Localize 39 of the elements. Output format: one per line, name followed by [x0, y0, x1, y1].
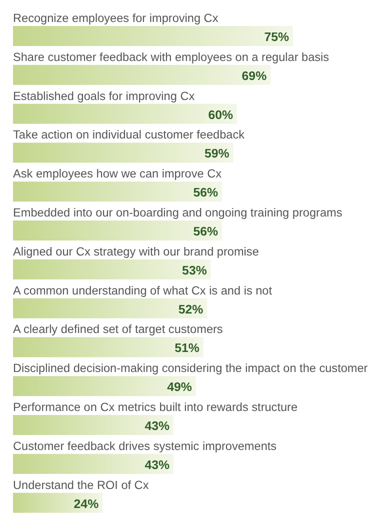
data-label: 24% — [74, 496, 99, 511]
data-label: 52% — [178, 302, 204, 316]
data-label: 43% — [144, 419, 170, 433]
bar — [13, 415, 174, 435]
bar — [13, 259, 211, 280]
data-label: 43% — [144, 458, 170, 472]
data-label: 75% — [264, 30, 289, 44]
bar — [13, 104, 237, 124]
y-tick-label: Take action on individual customer feedback — [13, 128, 245, 142]
y-tick-label: Disciplined decision-making considering the impact on the customer — [13, 361, 368, 376]
bar — [13, 492, 103, 513]
y-tick-label: Recognize employees for improving Cx — [13, 11, 218, 25]
y-tick-label: Ask employees how we can improve Cx — [13, 166, 222, 181]
bar — [13, 64, 271, 85]
data-label: 69% — [242, 68, 267, 83]
data-label: 56% — [193, 224, 218, 238]
data-label: 53% — [182, 263, 207, 278]
bar — [13, 182, 222, 202]
bar — [13, 298, 208, 318]
bar — [13, 220, 222, 240]
y-tick-label: A clearly defined set of target customers — [13, 322, 223, 336]
y-tick-label: A common understanding of what Cx is and is not — [13, 283, 273, 298]
data-label: 59% — [204, 146, 230, 161]
bar — [13, 142, 234, 163]
y-tick-label: Share customer feedback with employees on a regular basis — [13, 50, 330, 64]
y-tick-label: Embedded into our on-boarding and ongoing training programs — [13, 206, 342, 220]
y-tick-label: Aligned our Cx strategy with our brand promise — [13, 244, 260, 258]
bar — [13, 26, 293, 46]
data-label: 56% — [193, 186, 218, 200]
y-tick-label: Understand the ROI of Cx — [13, 478, 149, 492]
y-tick-label: Performance on Cx metrics built into rewards structure — [13, 400, 298, 414]
bar — [13, 454, 174, 474]
y-tick-label: Customer feedback drives systemic improvements — [13, 438, 277, 453]
data-label: 49% — [167, 380, 192, 394]
bar — [13, 376, 196, 396]
bar — [13, 337, 204, 358]
data-label: 51% — [174, 341, 200, 356]
data-label: 60% — [208, 108, 233, 122]
y-tick-label: Established goals for improving Cx — [13, 88, 195, 103]
